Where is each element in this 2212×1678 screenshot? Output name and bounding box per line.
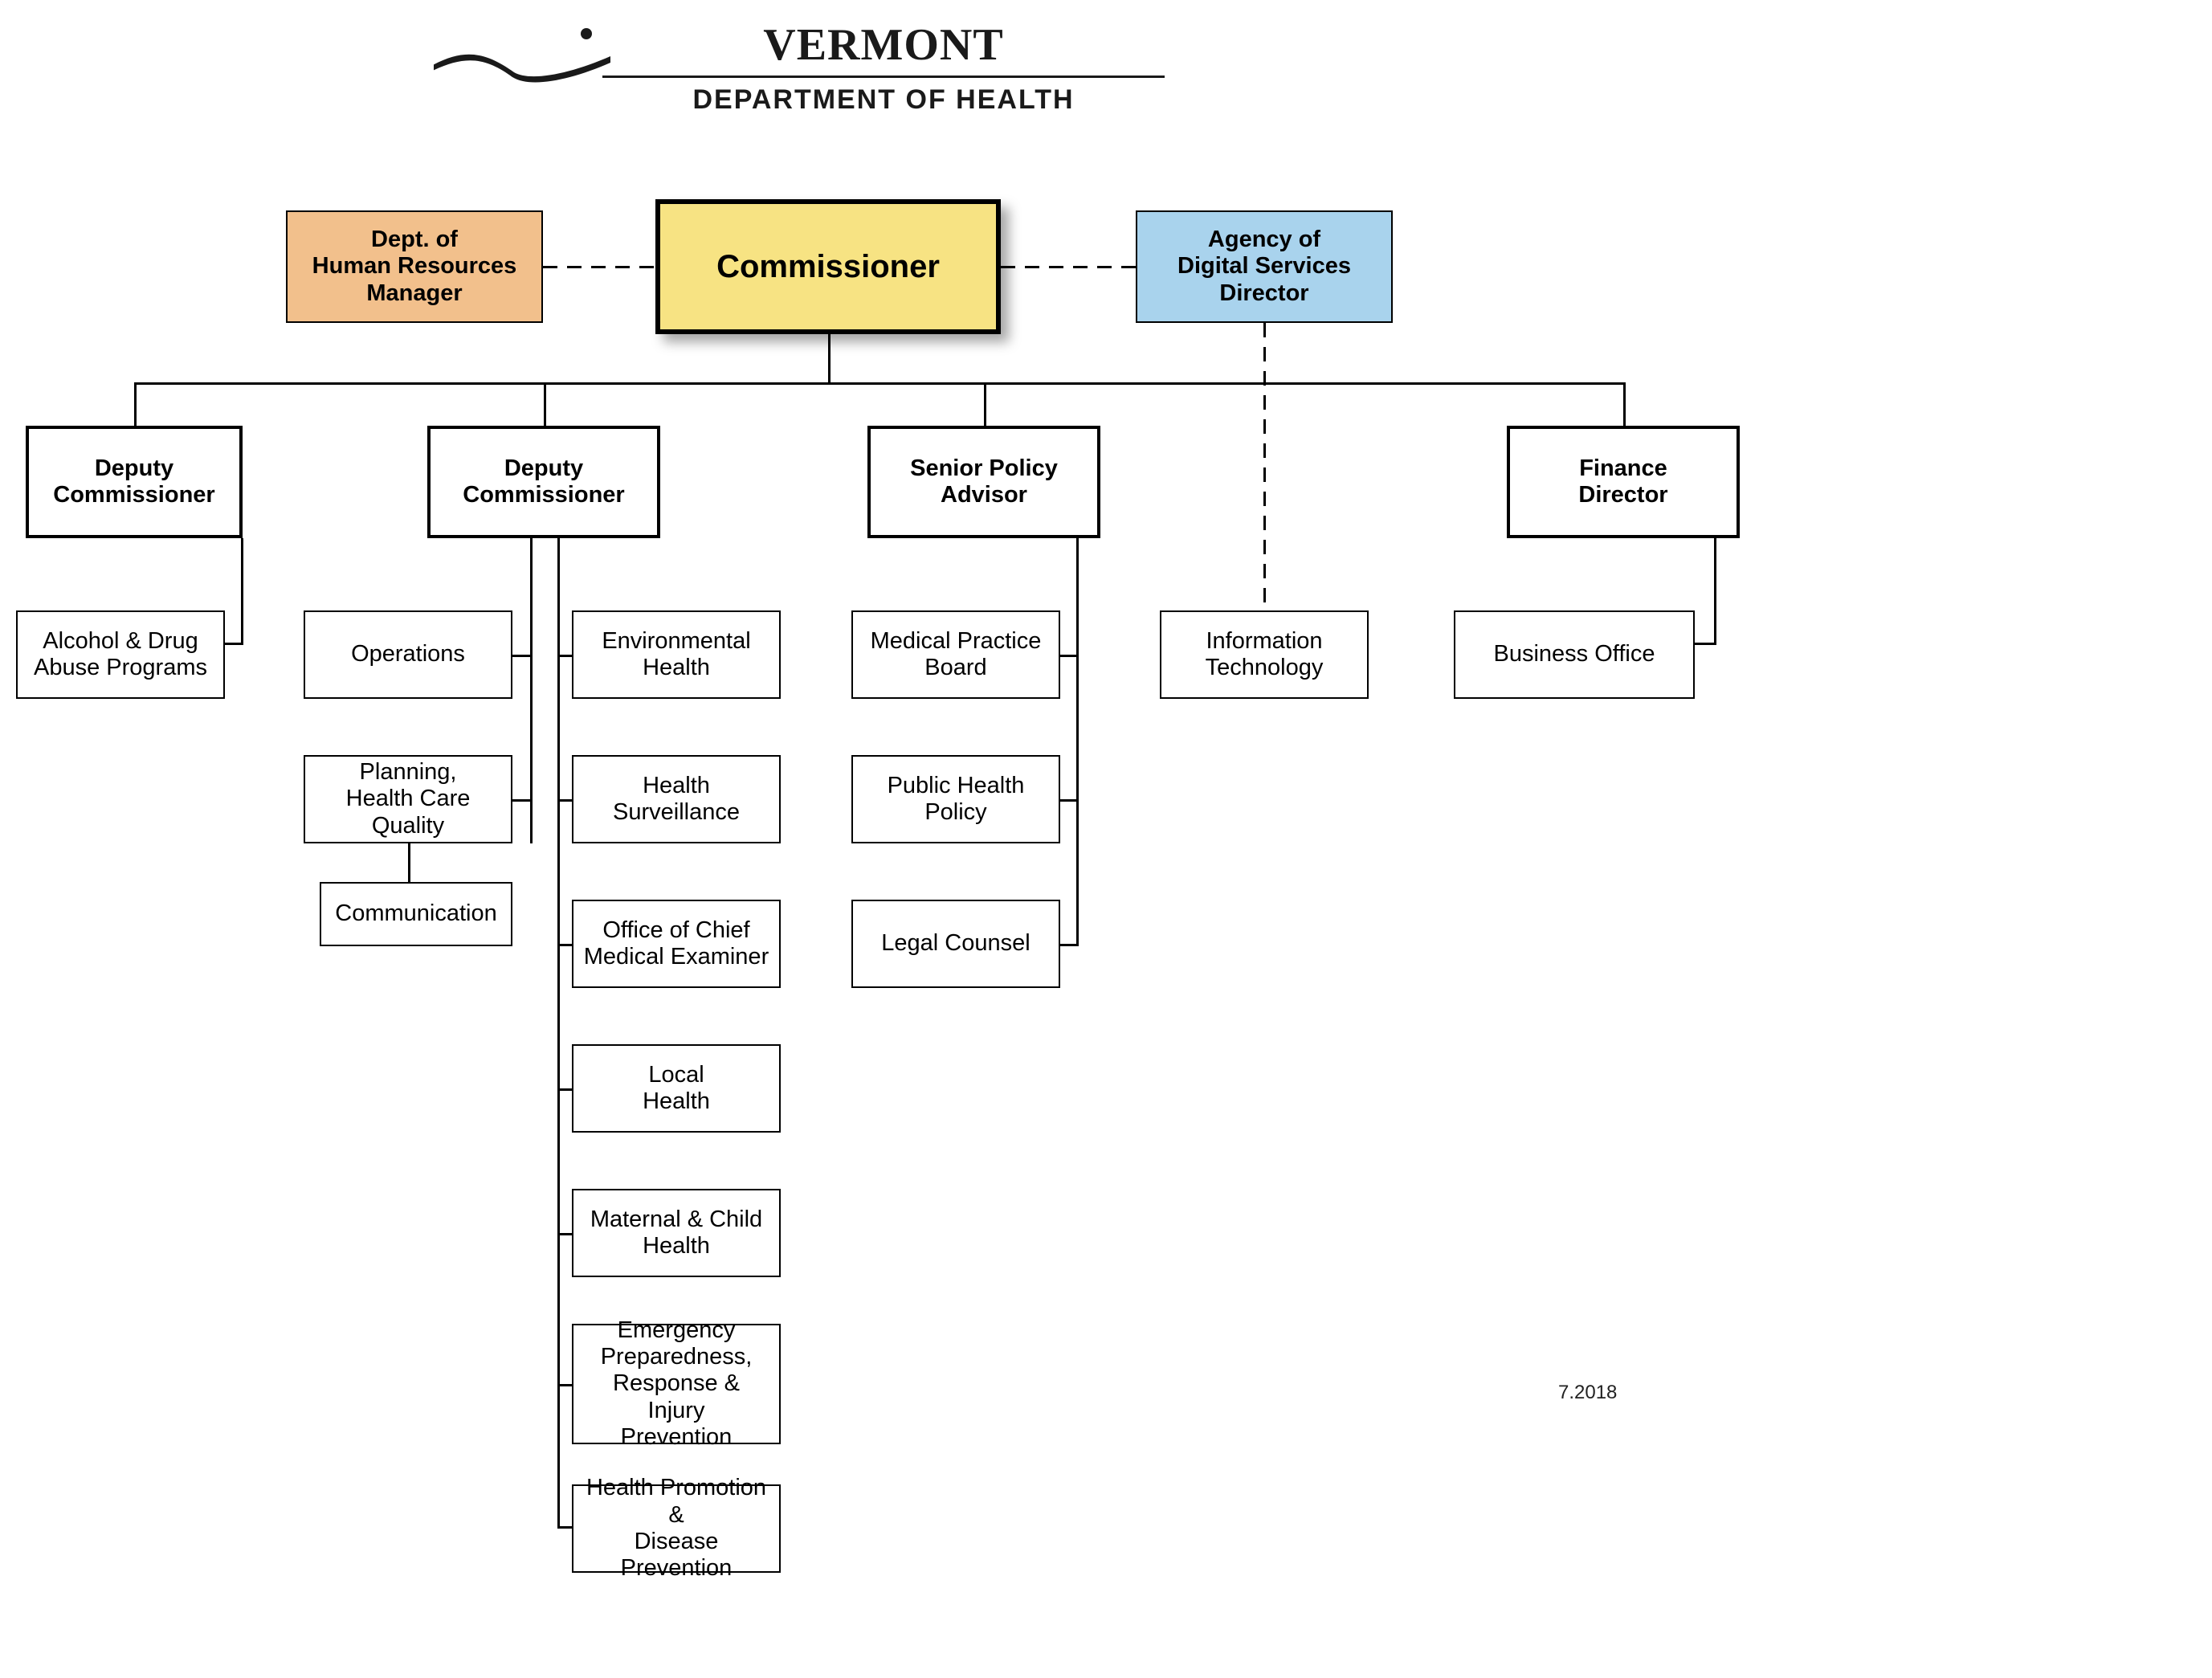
connector-r-env bbox=[557, 655, 573, 657]
node-label-phcq: Planning, Health Care Quality bbox=[313, 759, 503, 839]
connector-dep2-trunkR bbox=[557, 538, 560, 1526]
node-label-eprep: Emergency Preparedness, Response & Injur… bbox=[582, 1317, 771, 1451]
node-label-dep1: Deputy Commissioner bbox=[53, 455, 214, 509]
node-hpdp: Health Promotion & Disease Prevention bbox=[572, 1484, 781, 1573]
connector-r-hpdp bbox=[557, 1526, 573, 1529]
connector-spa-php bbox=[1060, 799, 1079, 802]
node-legal: Legal Counsel bbox=[851, 900, 1060, 988]
connector-d-spa bbox=[984, 382, 986, 427]
node-label-local: Local Health bbox=[643, 1062, 710, 1116]
node-bo: Business Office bbox=[1454, 610, 1695, 699]
node-label-hpdp: Health Promotion & Disease Prevention bbox=[582, 1475, 771, 1582]
connector-r-local bbox=[557, 1088, 573, 1091]
connector-tier2-bus bbox=[134, 382, 1623, 385]
node-ops: Operations bbox=[304, 610, 512, 699]
connector-fin-bo bbox=[1695, 643, 1716, 645]
vermont-logo-icon bbox=[434, 22, 610, 87]
dashed-connector-hr-commish bbox=[543, 266, 655, 268]
node-it: Information Technology bbox=[1160, 610, 1369, 699]
node-label-env: Environmental Health bbox=[602, 628, 750, 682]
node-label-commish: Commissioner bbox=[716, 248, 940, 285]
node-label-adap: Alcohol & Drug Abuse Programs bbox=[34, 628, 207, 682]
node-label-bo: Business Office bbox=[1494, 641, 1655, 668]
node-spa: Senior Policy Advisor bbox=[867, 426, 1100, 538]
connector-spa-mpb bbox=[1060, 655, 1079, 657]
dashed-connector-ads-it bbox=[1263, 323, 1266, 610]
node-label-dep2: Deputy Commissioner bbox=[463, 455, 624, 509]
node-local: Local Health bbox=[572, 1044, 781, 1133]
connector-dep1-drop bbox=[241, 538, 243, 643]
header-title: VERMONT bbox=[602, 19, 1165, 71]
node-label-comm: Communication bbox=[335, 900, 496, 927]
connector-r-mch bbox=[557, 1233, 573, 1235]
connector-r-eprep bbox=[557, 1384, 573, 1386]
org-chart-canvas: VERMONT DEPARTMENT OF HEALTH Dept. of Hu… bbox=[0, 0, 2212, 1678]
node-phcq: Planning, Health Care Quality bbox=[304, 755, 512, 843]
node-dep1: Deputy Commissioner bbox=[26, 426, 243, 538]
connector-dep2-ops bbox=[512, 655, 533, 657]
node-php: Public Health Policy bbox=[851, 755, 1060, 843]
connector-d-dep1 bbox=[134, 382, 137, 427]
connector-r-ocme bbox=[557, 944, 573, 946]
node-mpb: Medical Practice Board bbox=[851, 610, 1060, 699]
connector-spa-trunk bbox=[1076, 538, 1079, 944]
header-rule bbox=[602, 76, 1165, 78]
node-label-ads: Agency of Digital Services Director bbox=[1177, 227, 1351, 307]
node-comm: Communication bbox=[320, 882, 512, 946]
node-label-mpb: Medical Practice Board bbox=[871, 628, 1042, 682]
node-label-fin: Finance Director bbox=[1578, 455, 1667, 509]
connector-dep2-trunkL bbox=[530, 538, 533, 843]
node-label-spa: Senior Policy Advisor bbox=[910, 455, 1058, 509]
footer-date: 7.2018 bbox=[1558, 1382, 1617, 1404]
node-adap: Alcohol & Drug Abuse Programs bbox=[16, 610, 225, 699]
node-hsurv: Health Surveillance bbox=[572, 755, 781, 843]
node-ads: Agency of Digital Services Director bbox=[1136, 210, 1393, 323]
node-label-php: Public Health Policy bbox=[861, 773, 1051, 827]
node-dep2: Deputy Commissioner bbox=[427, 426, 660, 538]
connector-fin-drop bbox=[1714, 538, 1716, 643]
node-label-hr: Dept. of Human Resources Manager bbox=[312, 227, 517, 307]
dashed-connector-commish-ads bbox=[1001, 266, 1136, 268]
node-hr: Dept. of Human Resources Manager bbox=[286, 210, 543, 323]
node-label-ops: Operations bbox=[351, 641, 465, 668]
node-env: Environmental Health bbox=[572, 610, 781, 699]
connector-commissioner-down bbox=[828, 334, 831, 384]
node-mch: Maternal & Child Health bbox=[572, 1189, 781, 1277]
connector-d-fin bbox=[1623, 382, 1626, 427]
node-fin: Finance Director bbox=[1507, 426, 1740, 538]
node-commish: Commissioner bbox=[655, 199, 1001, 334]
connector-dep2-phcq bbox=[512, 799, 533, 802]
connector-d-dep2 bbox=[544, 382, 546, 427]
header: VERMONT DEPARTMENT OF HEALTH bbox=[602, 19, 1165, 116]
connector-phcq-comm bbox=[408, 843, 410, 884]
node-ocme: Office of Chief Medical Examiner bbox=[572, 900, 781, 988]
node-label-it: Information Technology bbox=[1206, 628, 1324, 682]
connector-spa-legal bbox=[1060, 944, 1079, 946]
header-subtitle: DEPARTMENT OF HEALTH bbox=[602, 84, 1165, 116]
node-label-legal: Legal Counsel bbox=[881, 930, 1030, 957]
node-label-mch: Maternal & Child Health bbox=[590, 1206, 762, 1260]
node-label-hsurv: Health Surveillance bbox=[613, 773, 740, 827]
connector-r-hsurv bbox=[557, 799, 573, 802]
node-label-ocme: Office of Chief Medical Examiner bbox=[584, 917, 769, 971]
node-eprep: Emergency Preparedness, Response & Injur… bbox=[572, 1324, 781, 1444]
connector-dep1-to-adap bbox=[225, 643, 243, 645]
